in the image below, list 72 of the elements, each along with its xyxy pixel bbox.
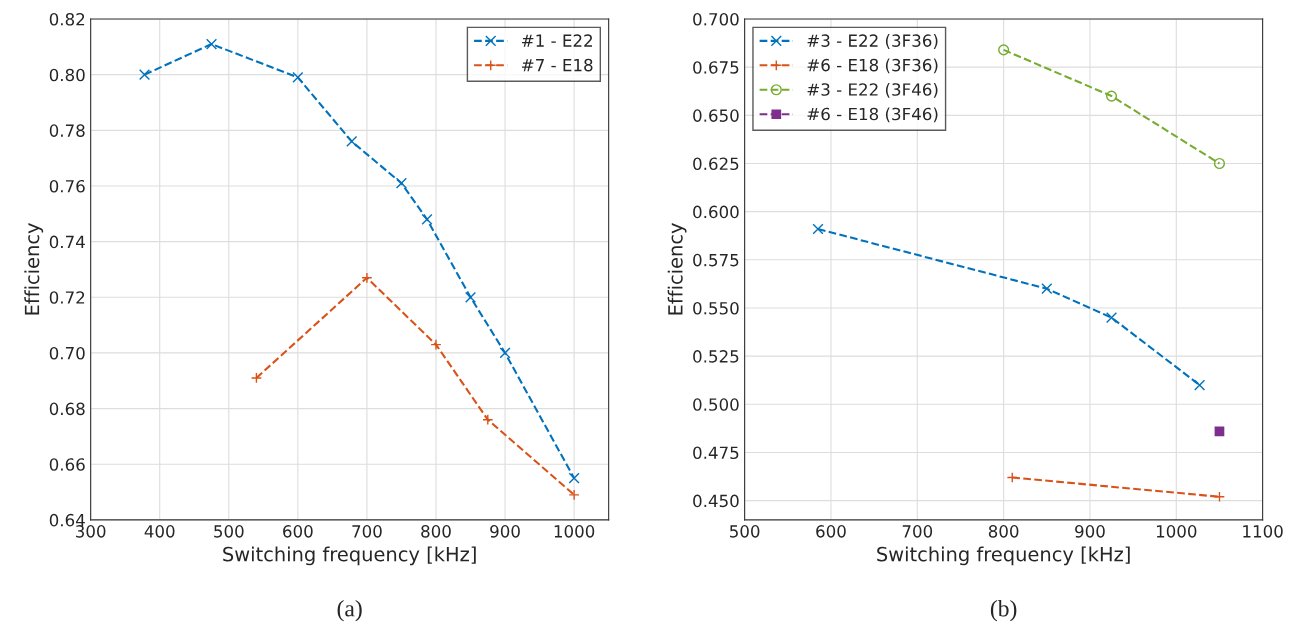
point	[499, 347, 511, 359]
point	[998, 44, 1010, 56]
legend-label: #6 - E18 (3F46)	[807, 107, 938, 123]
point	[1006, 471, 1018, 484]
x-tick-label: 500	[730, 525, 760, 538]
x-tick-label: 1100	[1243, 525, 1283, 538]
y-tick-label: 0.650	[693, 109, 739, 122]
point	[346, 135, 358, 148]
y-tick-label: 0.70	[49, 346, 85, 360]
y-tick-label: 0.80	[49, 68, 85, 82]
y-tick-label: 0.74	[49, 235, 85, 249]
x-tick-label: 600	[283, 525, 313, 538]
y-tick-label: 0.450	[693, 494, 739, 508]
point	[250, 372, 262, 384]
point	[464, 291, 477, 303]
legend-label: #6 - E18 (3F36)	[807, 58, 938, 74]
y-tick-label: 0.500	[693, 398, 739, 411]
x-tick-label: 600	[816, 525, 846, 538]
y-tick-label: 0.78	[49, 124, 85, 137]
legend-label: #3 - E22 (3F46)	[807, 82, 938, 98]
point	[1213, 157, 1226, 170]
point	[1213, 491, 1226, 503]
y-tick-label: 0.66	[49, 458, 85, 471]
x-tick-label: 500	[214, 525, 244, 538]
y-axis-title: Efficiency	[24, 223, 44, 315]
text: (b)	[990, 599, 1017, 622]
point	[1105, 312, 1118, 324]
x-tick-label: 900	[490, 525, 520, 538]
text: (a)	[337, 599, 362, 622]
y-tick-label: 0.675	[693, 61, 739, 74]
y-tick-label: 0.76	[49, 179, 85, 193]
point	[205, 38, 218, 50]
point	[812, 223, 824, 235]
point	[1214, 426, 1225, 437]
x-tick-label: 1000	[554, 525, 595, 538]
y-tick-label: 0.625	[693, 157, 739, 171]
y-tick-label: 0.600	[693, 205, 739, 219]
point	[421, 213, 433, 225]
x-tick-label: 300	[76, 525, 106, 538]
point	[482, 414, 494, 426]
y-tick-label: 0.68	[49, 402, 85, 416]
x-tick-label: 800	[421, 525, 451, 538]
y-tick-label: 0.550	[693, 301, 739, 315]
y-tick-label: 0.64	[49, 513, 85, 527]
point	[361, 272, 373, 284]
x-tick-label: 900	[1075, 525, 1105, 538]
x-tick-label: 1000	[1156, 525, 1197, 538]
x-tick-label: 400	[144, 525, 175, 538]
legend-label: #1 - E22	[522, 34, 592, 47]
x-tick-label: 800	[988, 525, 1019, 538]
point	[138, 69, 151, 81]
y-axis-title: Efficiency	[667, 223, 687, 315]
point	[1105, 90, 1118, 102]
x-tick-label: 700	[352, 525, 382, 538]
y-tick-label: 0.575	[693, 253, 739, 267]
y-tick-label: 0.525	[693, 350, 739, 363]
point	[395, 177, 408, 189]
x-axis-title: Switching frequency [kHz]	[223, 546, 476, 566]
point	[1194, 379, 1206, 391]
y-tick-label: 0.475	[693, 446, 739, 460]
y-tick-label: 0.700	[693, 12, 739, 26]
x-axis-title: Switching frequency [kHz]	[877, 546, 1130, 566]
point	[568, 489, 580, 501]
point	[568, 472, 580, 484]
y-tick-label: 0.82	[49, 12, 85, 26]
point	[292, 71, 304, 84]
point	[430, 339, 442, 351]
y-tick-label: 0.72	[49, 291, 85, 304]
legend-label: #3 - E22 (3F36)	[807, 34, 938, 49]
point	[1041, 283, 1053, 295]
legend-label: #7 - E18	[522, 58, 593, 72]
x-tick-label: 700	[902, 525, 933, 538]
